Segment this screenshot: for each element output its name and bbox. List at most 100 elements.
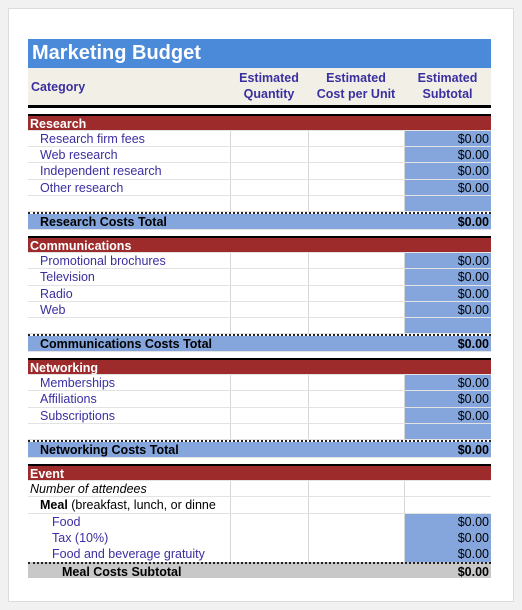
subtotal-cell[interactable]: $0.00 bbox=[404, 301, 491, 317]
meal-row[interactable]: Meal (breakfast, lunch, or dinne bbox=[28, 497, 491, 514]
row-label[interactable]: Radio bbox=[40, 286, 73, 301]
subtotal-cell[interactable]: $0.00 bbox=[404, 131, 491, 147]
cost-cell[interactable] bbox=[308, 375, 404, 391]
quantity-cell[interactable] bbox=[230, 147, 308, 163]
cost-cell[interactable] bbox=[308, 179, 404, 195]
section-networking[interactable]: Networking bbox=[28, 358, 491, 376]
table-row[interactable]: Independent research $0.00 bbox=[28, 163, 491, 180]
row-label[interactable] bbox=[28, 424, 230, 439]
quantity-cell[interactable] bbox=[230, 131, 308, 147]
table-row[interactable]: Food and beverage gratuity $0.00 bbox=[28, 545, 491, 563]
cost-cell[interactable] bbox=[308, 513, 404, 530]
table-row[interactable]: Radio $0.00 bbox=[28, 285, 491, 302]
cost-cell[interactable] bbox=[308, 497, 404, 513]
subtotal-value[interactable]: $0.00 bbox=[457, 565, 489, 580]
subtotal-cell[interactable]: $0.00 bbox=[404, 545, 491, 563]
subtotal-cell[interactable] bbox=[404, 317, 491, 334]
subtotal-cell[interactable]: $0.00 bbox=[404, 179, 491, 195]
attendees-label[interactable]: Number of attendees bbox=[30, 482, 147, 497]
table-row[interactable]: Television $0.00 bbox=[28, 269, 491, 286]
cost-cell[interactable] bbox=[308, 529, 404, 546]
subtotal-cell[interactable]: $0.00 bbox=[404, 407, 491, 423]
row-label[interactable]: Subscriptions bbox=[40, 408, 116, 423]
row-label[interactable]: Memberships bbox=[40, 376, 116, 391]
total-value[interactable]: $0.00 bbox=[457, 214, 489, 229]
cost-cell[interactable] bbox=[308, 391, 404, 407]
row-label[interactable]: Affiliations bbox=[40, 392, 97, 407]
quantity-cell[interactable] bbox=[230, 407, 308, 423]
quantity-cell[interactable] bbox=[230, 253, 308, 269]
quantity-cell[interactable] bbox=[230, 163, 308, 179]
subtotal-cell[interactable]: $0.00 bbox=[404, 391, 491, 407]
networking-total-row[interactable]: Networking Costs Total $0.00 bbox=[28, 442, 491, 459]
quantity-cell[interactable] bbox=[230, 301, 308, 317]
row-label[interactable]: Web bbox=[40, 302, 66, 317]
meal-subtotal-row[interactable]: Meal Costs Subtotal $0.00 bbox=[28, 562, 491, 580]
section-event[interactable]: Event bbox=[28, 464, 491, 482]
subtotal-cell[interactable]: $0.00 bbox=[404, 285, 491, 301]
subtotal-cell[interactable]: $0.00 bbox=[404, 163, 491, 179]
quantity-cell[interactable] bbox=[230, 317, 308, 334]
quantity-cell[interactable] bbox=[230, 179, 308, 195]
row-label[interactable]: Food bbox=[52, 514, 81, 529]
research-total-row[interactable]: Research Costs Total $0.00 bbox=[28, 213, 491, 231]
subtotal-cell[interactable]: $0.00 bbox=[404, 513, 491, 530]
quantity-cell[interactable] bbox=[230, 513, 308, 530]
section-communications[interactable]: Communications bbox=[28, 236, 491, 254]
table-row[interactable]: Food $0.00 bbox=[28, 513, 491, 530]
row-label[interactable]: Tax (10%) bbox=[52, 530, 109, 545]
subtotal-cell[interactable]: $0.00 bbox=[404, 269, 491, 285]
row-label[interactable] bbox=[28, 196, 230, 211]
blank-row[interactable] bbox=[28, 195, 491, 212]
table-row[interactable]: Tax (10%) $0.00 bbox=[28, 529, 491, 546]
total-value[interactable]: $0.00 bbox=[457, 337, 489, 352]
cost-cell[interactable] bbox=[308, 407, 404, 423]
row-label[interactable] bbox=[28, 318, 230, 333]
table-row[interactable]: Web research $0.00 bbox=[28, 147, 491, 164]
subtotal-cell[interactable] bbox=[404, 423, 491, 439]
quantity-cell[interactable] bbox=[230, 269, 308, 285]
subtotal-cell[interactable] bbox=[404, 497, 491, 513]
quantity-cell[interactable] bbox=[230, 423, 308, 439]
row-label[interactable]: Promotional brochures bbox=[40, 254, 166, 269]
row-label[interactable]: Web research bbox=[40, 148, 118, 163]
blank-row[interactable] bbox=[28, 317, 491, 335]
quantity-cell[interactable] bbox=[230, 497, 308, 513]
cost-cell[interactable] bbox=[308, 301, 404, 317]
quantity-cell[interactable] bbox=[230, 285, 308, 301]
cost-cell[interactable] bbox=[308, 147, 404, 163]
cost-cell[interactable] bbox=[308, 195, 404, 211]
quantity-cell[interactable] bbox=[230, 195, 308, 211]
subtotal-cell[interactable]: $0.00 bbox=[404, 529, 491, 546]
subtotal-cell[interactable]: $0.00 bbox=[404, 253, 491, 269]
cost-cell[interactable] bbox=[308, 481, 404, 497]
table-row[interactable]: Web $0.00 bbox=[28, 301, 491, 318]
row-label[interactable]: Food and beverage gratuity bbox=[52, 546, 205, 561]
subtotal-cell[interactable] bbox=[404, 481, 491, 497]
subtotal-cell[interactable]: $0.00 bbox=[404, 147, 491, 163]
row-label[interactable]: Independent research bbox=[40, 164, 162, 179]
meal-label[interactable]: Meal (breakfast, lunch, or dinne bbox=[28, 497, 230, 512]
cost-cell[interactable] bbox=[308, 253, 404, 269]
subtotal-cell[interactable] bbox=[404, 195, 491, 211]
quantity-cell[interactable] bbox=[230, 545, 308, 563]
table-row[interactable]: Research firm fees $0.00 bbox=[28, 131, 491, 148]
total-value[interactable]: $0.00 bbox=[457, 443, 489, 457]
table-row[interactable]: Promotional brochures $0.00 bbox=[28, 253, 491, 270]
section-research[interactable]: Research bbox=[28, 114, 491, 131]
cost-cell[interactable] bbox=[308, 285, 404, 301]
blank-row[interactable] bbox=[28, 423, 491, 440]
cost-cell[interactable] bbox=[308, 545, 404, 563]
table-row[interactable]: Affiliations $0.00 bbox=[28, 391, 491, 408]
row-label[interactable]: Research firm fees bbox=[40, 132, 145, 146]
quantity-cell[interactable] bbox=[230, 529, 308, 546]
quantity-cell[interactable] bbox=[230, 481, 308, 497]
table-row[interactable]: Subscriptions $0.00 bbox=[28, 407, 491, 424]
row-label[interactable]: Other research bbox=[40, 180, 124, 195]
cost-cell[interactable] bbox=[308, 423, 404, 439]
subtotal-cell[interactable]: $0.00 bbox=[404, 375, 491, 391]
cost-cell[interactable] bbox=[308, 317, 404, 334]
cost-cell[interactable] bbox=[308, 131, 404, 147]
quantity-cell[interactable] bbox=[230, 375, 308, 391]
cost-cell[interactable] bbox=[308, 269, 404, 285]
